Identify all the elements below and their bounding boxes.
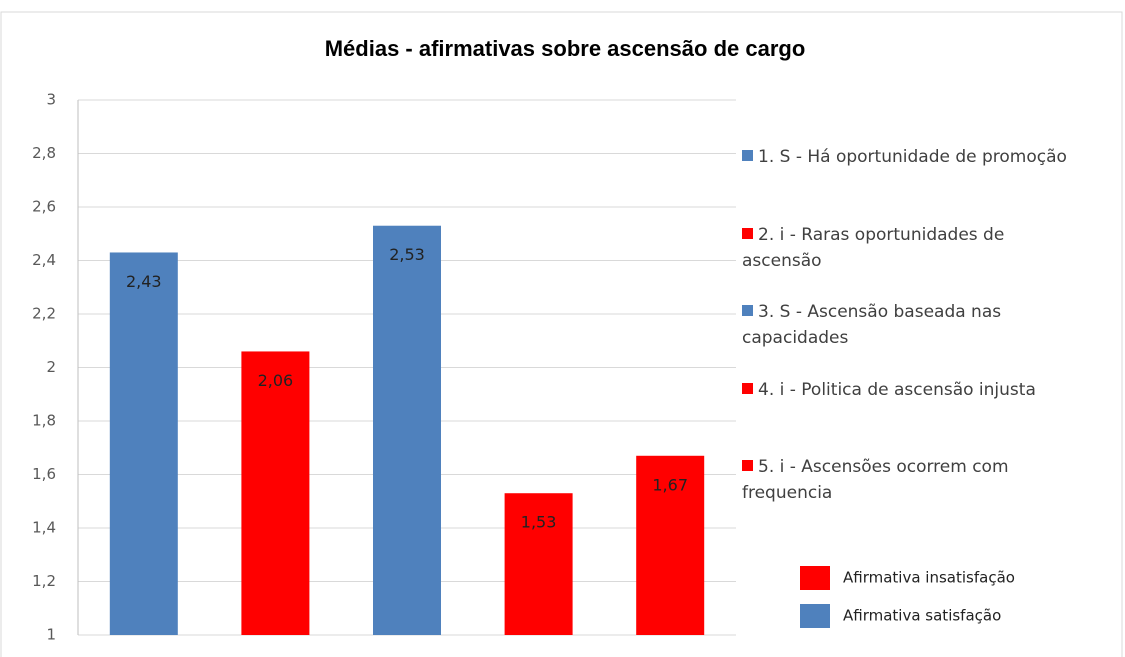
data-label: 2,43	[126, 272, 162, 291]
legend-item: 5. i - Ascensões ocorrem com frequencia	[742, 454, 1082, 506]
chart-title: Médias - afirmativas sobre ascensão de c…	[325, 36, 806, 61]
y-tick-label: 1,2	[32, 572, 56, 590]
data-label: 1,53	[521, 513, 557, 532]
bar	[373, 225, 441, 635]
y-tick-label: 1,8	[32, 412, 56, 430]
legend-item: 1. S - Há oportunidade de promoção	[742, 144, 1082, 170]
legend-swatch	[742, 305, 753, 316]
legend-item: 2. i - Raras oportunidades de ascensão	[742, 222, 1082, 274]
y-tick-label: 3	[46, 91, 56, 109]
legend-swatch	[742, 382, 753, 394]
legend-label: 5. i - Ascensões ocorrem com frequencia	[742, 457, 1009, 503]
y-tick-label: 2,2	[32, 305, 56, 323]
key-swatch	[800, 604, 830, 628]
legend-label: 2. i - Raras oportunidades de ascensão	[742, 224, 1005, 271]
bar	[241, 351, 310, 635]
data-label: 2,06	[258, 371, 294, 390]
bar	[504, 493, 573, 635]
y-tick-label: 2,8	[32, 144, 56, 162]
data-label: 2,53	[389, 245, 425, 264]
bar	[109, 252, 178, 635]
bar	[636, 455, 705, 635]
y-tick-label: 2,6	[32, 198, 56, 216]
key-label: Afirmativa insatisfação	[843, 569, 1015, 587]
legend-label: 4. i - Politica de ascensão injusta	[758, 379, 1036, 400]
legend-item: 4. i - Politica de ascensão injusta	[742, 377, 1082, 403]
data-label: 1,67	[652, 475, 688, 494]
y-tick-label: 1	[46, 626, 56, 644]
y-tick-label: 2	[46, 358, 56, 376]
y-tick-label: 1,6	[32, 465, 56, 483]
y-tick-label: 2,4	[32, 251, 56, 269]
legend-label: 1. S - Há oportunidade de promoção	[758, 147, 1067, 167]
legend-item: 3. S - Ascensão baseada nas capacidades	[742, 299, 1082, 351]
legend-label: 3. S - Ascensão baseada nas capacidades	[742, 302, 1002, 348]
key-swatch	[800, 566, 830, 590]
legend-swatch	[742, 150, 753, 161]
legend-swatch	[742, 460, 753, 471]
y-tick-label: 1,4	[32, 519, 56, 537]
legend-swatch	[742, 227, 753, 239]
key-label: Afirmativa satisfação	[843, 607, 1001, 625]
